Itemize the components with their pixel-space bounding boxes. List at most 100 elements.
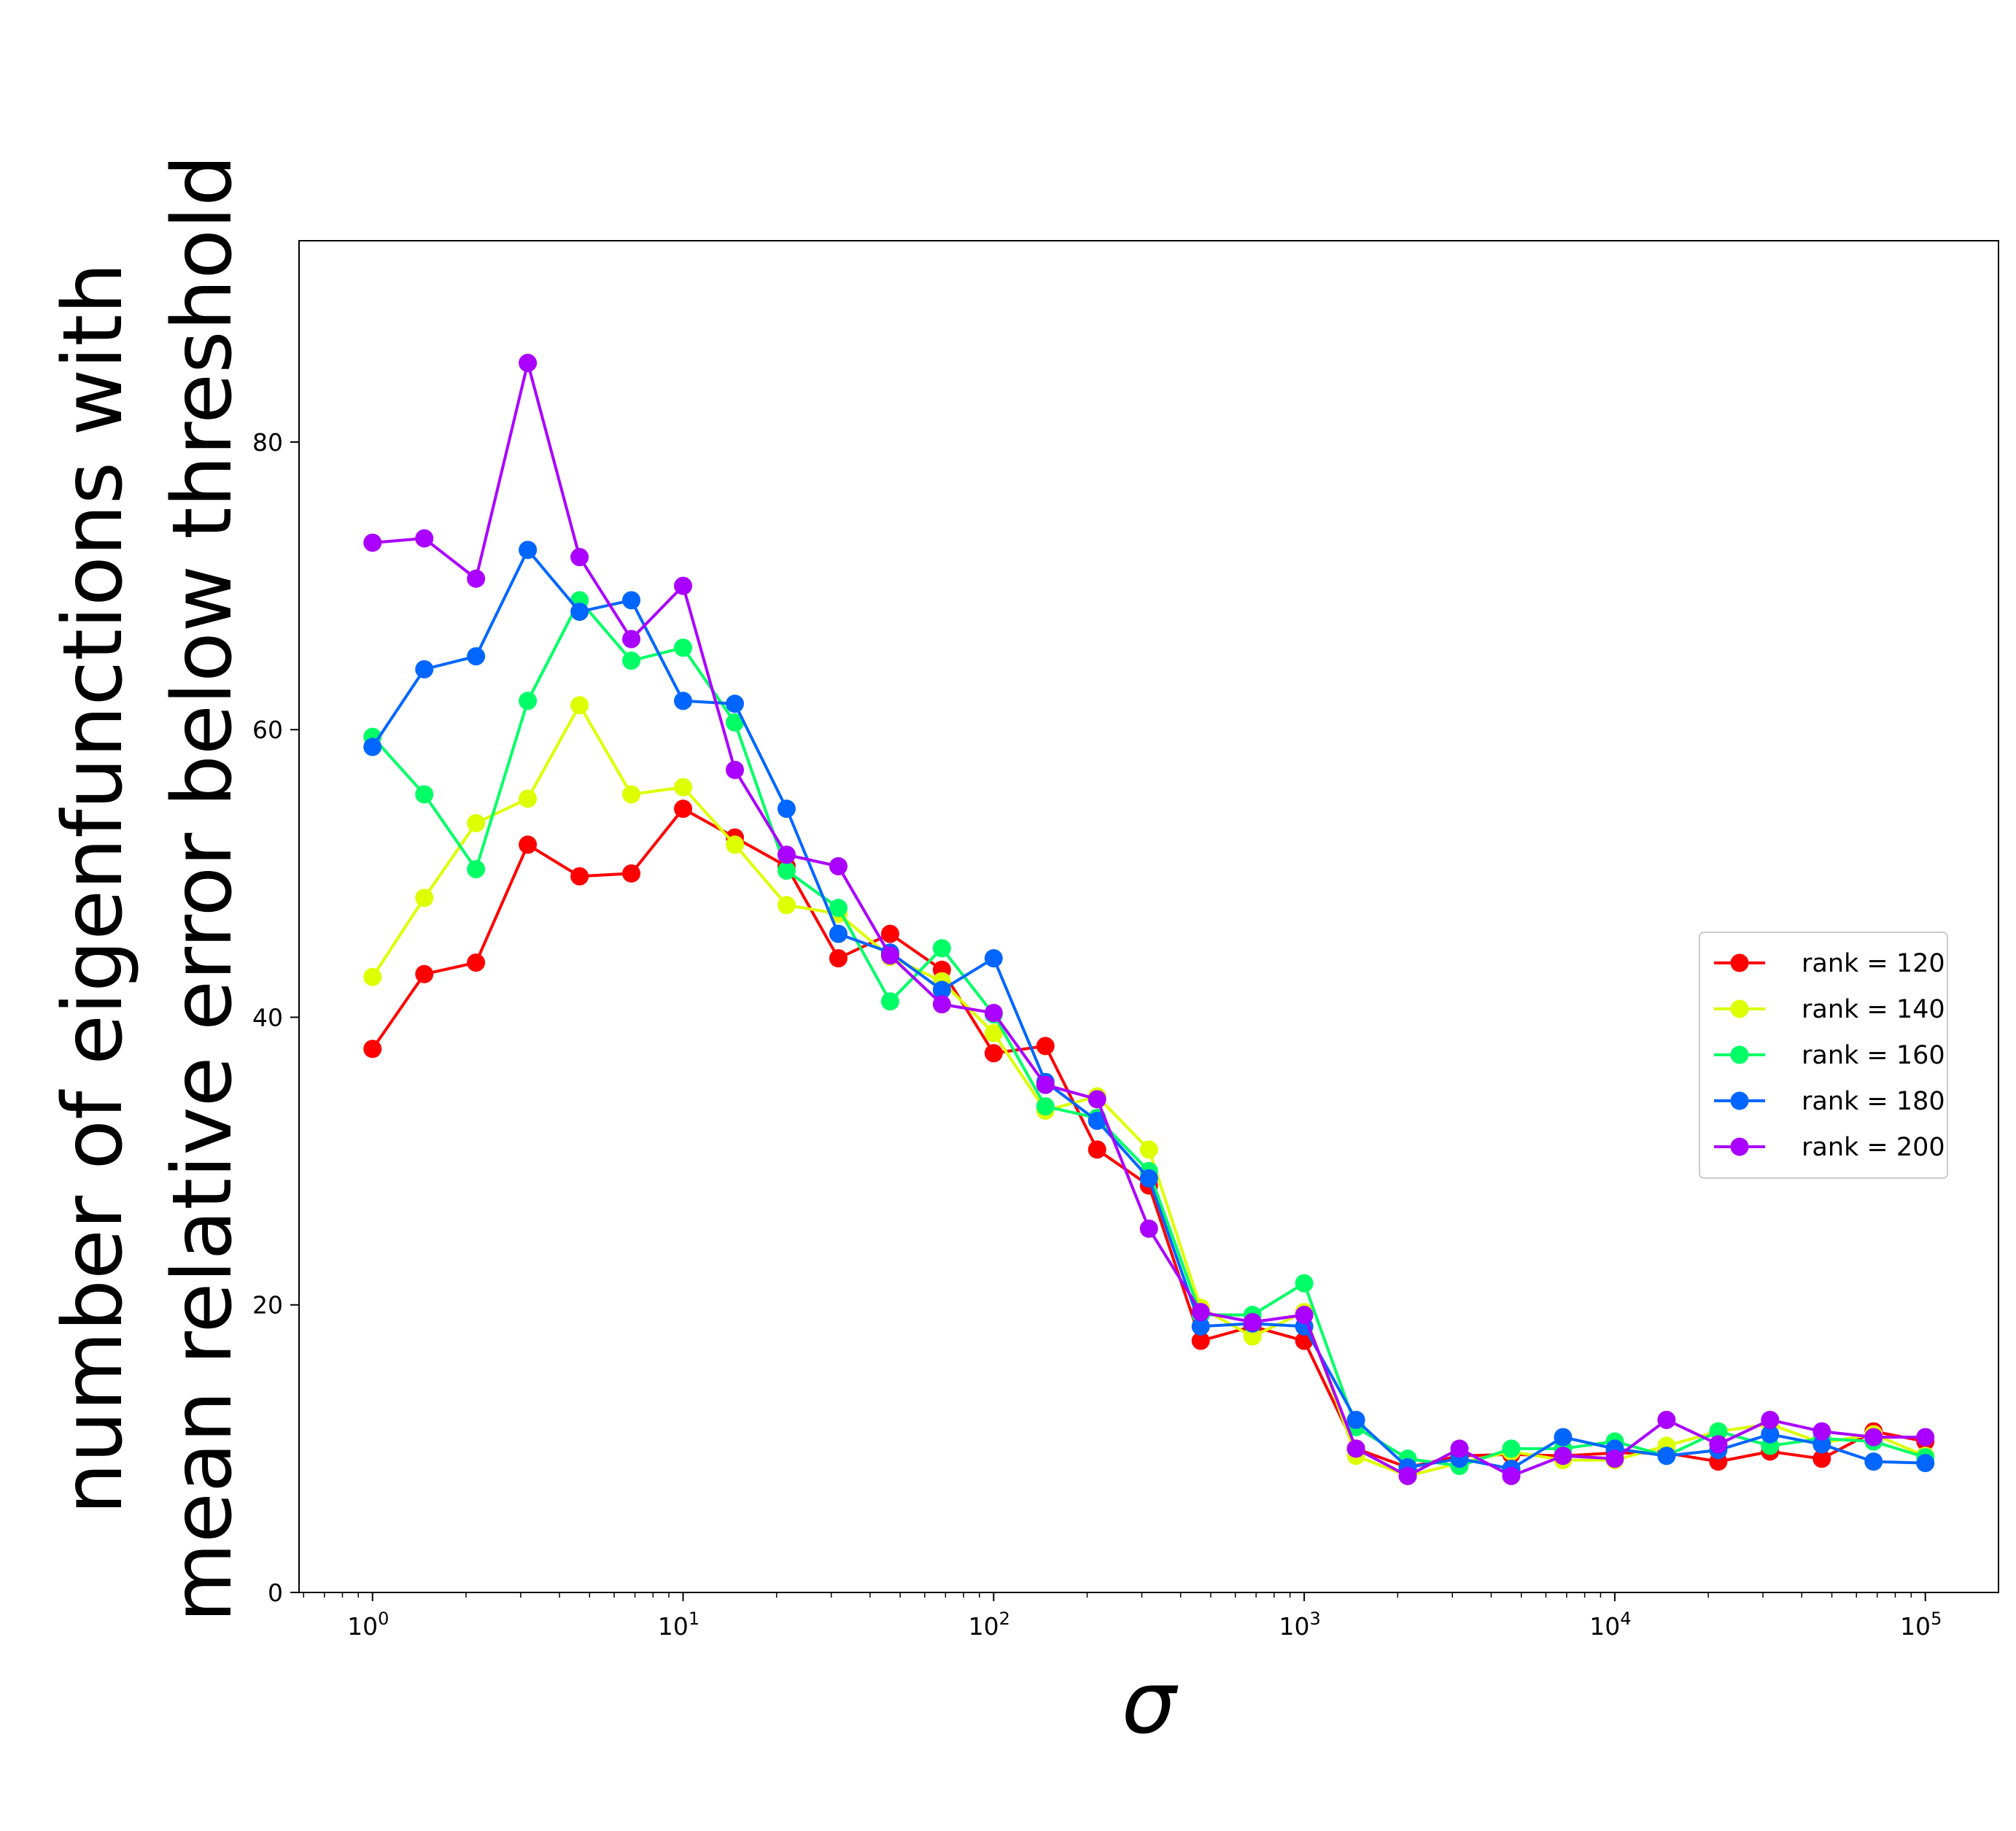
data-point <box>1243 1327 1262 1346</box>
data-point <box>467 953 486 972</box>
data-point <box>467 569 486 588</box>
data-point <box>932 995 951 1014</box>
data-point <box>519 835 538 854</box>
data-point <box>1191 1331 1210 1350</box>
legend-marker <box>1730 953 1749 972</box>
data-point <box>363 738 382 756</box>
data-point <box>1657 1410 1676 1429</box>
data-point <box>777 861 796 880</box>
data-point <box>829 949 848 968</box>
data-point <box>415 659 434 678</box>
data-point <box>1346 1439 1365 1458</box>
data-point <box>467 859 486 878</box>
data-point <box>829 857 848 876</box>
data-point <box>1502 1439 1521 1458</box>
data-point <box>570 548 589 567</box>
data-point <box>1295 1274 1314 1293</box>
x-tick-label: 104 <box>1589 1609 1631 1641</box>
y-tick-label: 40 <box>252 1003 283 1031</box>
data-point <box>829 899 848 918</box>
legend-entry: rank = 160 <box>1714 1041 1945 1070</box>
series-5 <box>363 354 1935 1485</box>
legend-label: rank = 160 <box>1802 1041 1945 1070</box>
legend-marker <box>1730 1091 1749 1110</box>
data-point <box>1346 1410 1365 1429</box>
axis-titles: σ number of eigenfunctions with mean relat… <box>46 155 1179 1753</box>
data-point <box>1036 1075 1055 1094</box>
data-point <box>984 1044 1003 1063</box>
data-point <box>622 651 641 670</box>
data-point <box>1864 1428 1883 1447</box>
data-point <box>1657 1447 1676 1466</box>
y-axis-title-line: number of eigenfunctions with <box>46 263 141 1514</box>
data-point <box>570 867 589 886</box>
data-point <box>1088 1090 1106 1109</box>
data-point <box>674 800 693 818</box>
data-point <box>1295 1306 1314 1325</box>
data-point <box>622 785 641 804</box>
data-point <box>1139 1169 1158 1188</box>
plot-area <box>298 240 1999 1593</box>
data-point <box>880 946 899 965</box>
x-axis-title: σ <box>1122 1652 1179 1753</box>
data-point <box>777 845 796 864</box>
data-point <box>984 949 1003 968</box>
data-point <box>1243 1312 1262 1331</box>
data-point <box>880 924 899 943</box>
data-point <box>363 533 382 552</box>
data-point <box>984 1023 1003 1042</box>
data-point <box>1864 1452 1883 1471</box>
legend-label: rank = 180 <box>1802 1087 1945 1116</box>
data-point <box>415 529 434 548</box>
series-4 <box>363 541 1935 1478</box>
data-point <box>777 896 796 915</box>
y-tick-label: 20 <box>252 1291 283 1320</box>
legend-label: rank = 120 <box>1802 949 1945 978</box>
data-point <box>984 1004 1003 1023</box>
data-point <box>467 813 486 832</box>
data-point <box>363 1040 382 1058</box>
data-point <box>1398 1466 1417 1485</box>
data-point <box>1139 1219 1158 1238</box>
data-point <box>1813 1422 1831 1441</box>
x-tick-label: 101 <box>658 1609 699 1641</box>
plot-frame <box>298 240 1999 1593</box>
data-point <box>1709 1435 1728 1454</box>
data-point <box>1761 1425 1780 1444</box>
data-point <box>829 924 848 943</box>
data-point <box>932 980 951 999</box>
data-point <box>726 713 745 732</box>
data-point <box>674 692 693 711</box>
data-point <box>519 789 538 808</box>
data-point <box>1813 1449 1831 1468</box>
data-point <box>1554 1428 1573 1447</box>
x-tick-label: 105 <box>1900 1609 1942 1641</box>
data-point <box>415 964 434 983</box>
data-point <box>519 541 538 560</box>
data-point <box>880 992 899 1011</box>
data-point <box>1916 1454 1935 1473</box>
legend-entry: rank = 120 <box>1714 949 1945 978</box>
data-point <box>932 939 951 958</box>
data-point <box>1554 1447 1573 1466</box>
data-point <box>1450 1439 1469 1458</box>
y-tick-label: 60 <box>252 716 283 744</box>
data-point <box>1088 1140 1106 1159</box>
legend-entry: rank = 180 <box>1714 1087 1945 1116</box>
data-point <box>519 692 538 711</box>
data-point <box>726 760 745 779</box>
legend-marker <box>1730 999 1749 1018</box>
x-tick-label: 102 <box>969 1609 1010 1641</box>
data-point <box>467 647 486 666</box>
y-tick-label: 0 <box>268 1579 283 1607</box>
data-point <box>622 864 641 883</box>
data-point <box>1709 1422 1728 1441</box>
data-point <box>726 835 745 854</box>
data-point <box>674 638 693 657</box>
y-tick-label: 80 <box>252 428 283 457</box>
data-point <box>726 694 745 713</box>
legend-box <box>1699 932 1948 1179</box>
data-point <box>415 889 434 907</box>
data-point <box>777 800 796 818</box>
